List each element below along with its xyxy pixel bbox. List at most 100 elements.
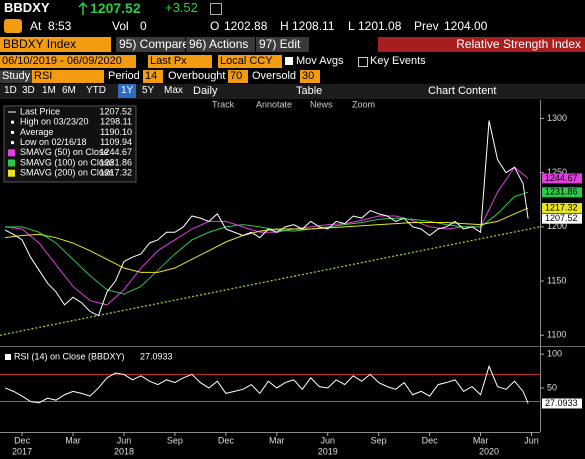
legend-label: High on 03/23/20	[20, 117, 89, 127]
last-value-label: 1244.67	[545, 173, 578, 183]
high-label: H	[280, 19, 289, 33]
year-label: 2020	[479, 446, 499, 456]
period-button[interactable]: Max	[164, 85, 183, 96]
period-field[interactable]: 14	[143, 70, 163, 83]
x-tick-label: Jun	[524, 435, 539, 445]
period-bar	[0, 84, 585, 99]
legend-label: SMAVG (50) on Close	[20, 147, 108, 157]
low: 1201.08	[358, 19, 402, 33]
period-label: Period	[108, 70, 140, 82]
series-line	[4, 120, 529, 317]
period-button[interactable]: 6M	[62, 85, 76, 96]
mov-avgs-label: Mov Avgs	[296, 55, 344, 67]
legend-value: 1231.86	[99, 157, 132, 167]
period-button[interactable]: 5Y	[142, 85, 155, 96]
legend-icon	[11, 141, 14, 145]
period-button[interactable]: 1M	[42, 85, 56, 96]
study-label: Study	[0, 70, 32, 83]
time: 8:53	[48, 19, 72, 33]
legend-value: 1244.67	[99, 147, 132, 157]
period-button[interactable]: YTD	[86, 85, 106, 96]
x-tick-label: Jun	[320, 435, 335, 445]
low-label: L	[348, 19, 355, 33]
prev: 1204.00	[444, 19, 488, 33]
price-field[interactable]: Last Px	[148, 55, 212, 68]
last-price: 1207.52	[90, 0, 141, 16]
last-value-box	[542, 173, 582, 184]
legend-label: Average	[20, 127, 53, 137]
change: +3.52	[165, 0, 198, 15]
year-label: 2018	[114, 446, 134, 456]
last-value-label: 1231.86	[545, 187, 578, 197]
mov-avgs-checkbox[interactable]	[285, 57, 293, 65]
app-icon[interactable]	[4, 19, 22, 33]
edit-button[interactable]: 97) Edit	[256, 37, 309, 52]
overbought-field[interactable]: 70	[228, 70, 248, 83]
chart-tool[interactable]: News	[310, 99, 333, 109]
x-tick-label: Dec	[14, 435, 31, 445]
legend-icon	[8, 149, 15, 157]
y-tick-label: 1250	[547, 167, 567, 177]
key-events-checkbox[interactable]	[358, 57, 368, 67]
open-label: O	[210, 19, 220, 33]
axis-panel	[540, 100, 585, 432]
legend-icon	[11, 130, 14, 134]
x-tick-label: Mar	[473, 435, 489, 445]
chart-tool[interactable]: Zoom	[352, 99, 375, 109]
frequency[interactable]: Daily	[193, 85, 218, 97]
high: 1208.11	[292, 19, 335, 33]
rsi-legend-value: 27.0933	[140, 351, 173, 361]
overbought-label: Overbought	[168, 70, 226, 82]
study-field[interactable]: RSI	[32, 70, 104, 83]
table-button[interactable]: Table	[296, 85, 323, 97]
x-tick-label: Dec	[422, 435, 439, 445]
last-value-label: 27.0933	[545, 398, 578, 408]
legend-label: Low on 02/16/18	[20, 137, 87, 147]
compare-button[interactable]: 95) Compare	[116, 37, 189, 52]
chart-content-button[interactable]: Chart Content	[428, 85, 497, 97]
legend-value: 1190.10	[100, 127, 132, 137]
study-title: Relative Strength Index	[378, 37, 585, 52]
legend-label: SMAVG (100) on Close	[20, 157, 113, 167]
x-tick-label: Mar	[269, 435, 285, 445]
year-label: 2019	[318, 446, 338, 456]
legend-label: SMAVG (200) on Close	[20, 168, 113, 178]
legend-value: 1207.52	[99, 106, 132, 116]
last-value-label: 1207.52	[545, 213, 578, 223]
security-field[interactable]: BBDXY Index	[0, 37, 111, 52]
legend-box	[3, 105, 137, 183]
chart-tool[interactable]: Track	[212, 99, 235, 109]
series-line	[5, 191, 529, 295]
z-icon[interactable]	[210, 3, 222, 15]
currency-field[interactable]: Local CCY	[218, 55, 282, 68]
last-value-label: 1217.32	[545, 202, 578, 212]
y-tick-label: 100	[547, 348, 562, 358]
period-button[interactable]: 3D	[22, 85, 35, 96]
last-value-box	[542, 213, 582, 224]
legend-label: Last Price	[20, 106, 60, 116]
date-range[interactable]: 06/10/2019 - 06/09/2020	[0, 55, 136, 68]
x-tick-label: Dec	[218, 435, 235, 445]
x-tick-label: Sep	[371, 435, 387, 445]
legend-value: 1109.94	[100, 137, 132, 147]
year-label: 2017	[12, 446, 32, 456]
period-button[interactable]: 1D	[4, 85, 17, 96]
vol: 0	[140, 19, 147, 33]
last-value-box	[542, 187, 582, 198]
actions-button[interactable]: 96) Actions	[186, 37, 255, 52]
time-label: At	[30, 19, 42, 33]
last-value-box	[542, 398, 582, 409]
open: 1202.88	[224, 19, 268, 33]
period-button[interactable]: 1Y	[118, 84, 137, 98]
legend-icon	[5, 354, 11, 360]
legend-icon	[11, 120, 14, 124]
legend-icon	[8, 159, 15, 167]
series-line	[4, 364, 529, 404]
trendline	[0, 226, 541, 336]
chart-tool[interactable]: Annotate	[256, 99, 292, 109]
up-arrow	[78, 2, 88, 15]
oversold-field[interactable]: 30	[300, 70, 320, 83]
last-value-box	[542, 203, 582, 214]
prev-label: Prev	[414, 19, 439, 33]
